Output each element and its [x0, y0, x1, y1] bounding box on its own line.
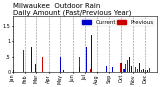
Bar [139, 63, 140, 72]
Bar [135, 67, 136, 72]
Bar [124, 69, 125, 72]
Bar [60, 57, 61, 72]
Bar [63, 70, 64, 72]
Bar [31, 47, 32, 72]
Bar [42, 57, 43, 72]
Bar [86, 63, 87, 72]
Bar [147, 70, 148, 72]
Bar [127, 60, 128, 72]
Bar [35, 64, 36, 72]
Bar [145, 70, 146, 72]
Text: Milwaukee  Outdoor Rain
Daily Amount (Past/Previous Year): Milwaukee Outdoor Rain Daily Amount (Pas… [13, 3, 131, 16]
Bar [121, 63, 122, 72]
Bar [137, 69, 138, 72]
Bar [91, 35, 92, 72]
Legend: Current, Previous: Current, Previous [81, 19, 154, 26]
Bar [79, 67, 80, 72]
Bar [120, 63, 121, 72]
Bar [129, 57, 130, 72]
Bar [143, 69, 144, 72]
Bar [112, 67, 113, 72]
Bar [90, 69, 91, 72]
Bar [131, 66, 132, 72]
Bar [86, 47, 87, 72]
Bar [141, 70, 142, 72]
Bar [79, 57, 80, 72]
Bar [125, 64, 126, 72]
Bar [91, 53, 92, 72]
Bar [131, 66, 132, 72]
Bar [106, 66, 107, 72]
Bar [13, 70, 14, 72]
